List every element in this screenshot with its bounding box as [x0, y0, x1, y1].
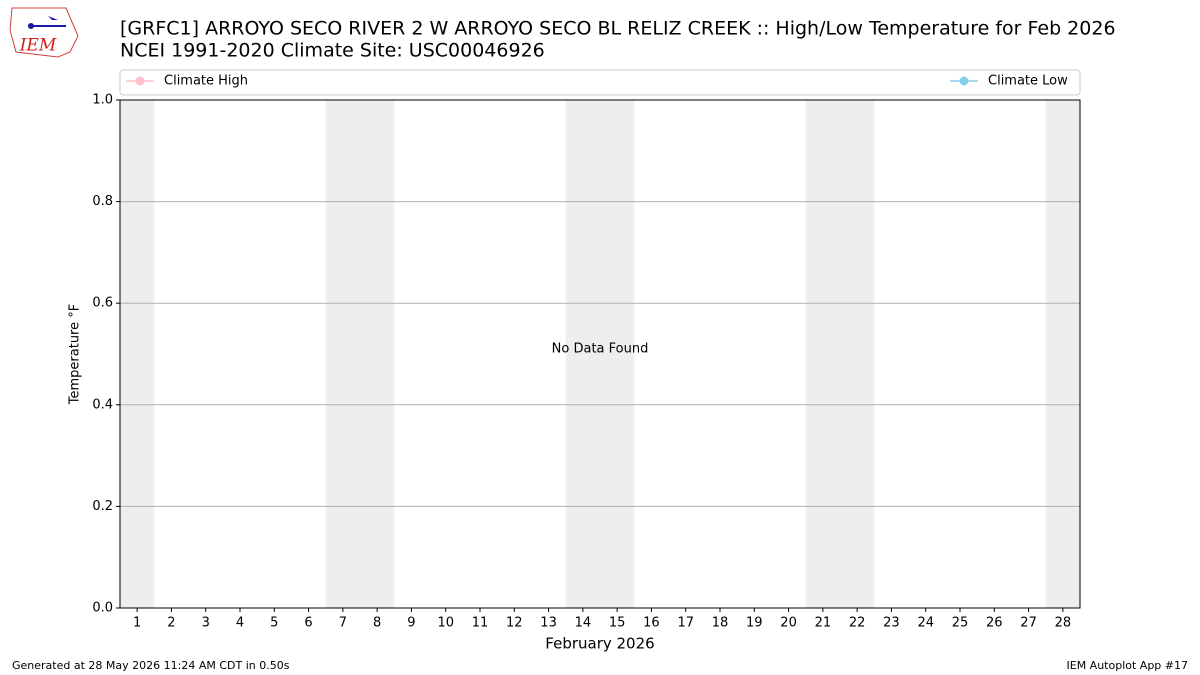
weekend-band: [600, 100, 635, 608]
x-tick-label: 22: [849, 616, 866, 631]
legend-marker: [135, 76, 145, 86]
weekend-band: [120, 100, 155, 608]
x-tick-label: 28: [1055, 616, 1072, 631]
logo: IEM: [9, 7, 79, 58]
y-tick-label: 0.2: [92, 499, 113, 514]
weekend-band: [565, 100, 600, 608]
chart-subtitle: NCEI 1991-2020 Climate Site: USC00046926: [120, 40, 545, 62]
y-tick-label: 0.6: [92, 296, 113, 311]
x-tick-label: 27: [1020, 616, 1037, 631]
weekend-band: [325, 100, 360, 608]
x-tick-label: 3: [202, 616, 210, 631]
x-tick-label: 13: [540, 616, 557, 631]
x-tick-label: 12: [506, 616, 523, 631]
x-tick-label: 6: [304, 616, 312, 631]
x-tick-label: 19: [746, 616, 763, 631]
x-tick-label: 23: [883, 616, 900, 631]
weekend-band: [1045, 100, 1080, 608]
x-tick-label: 5: [270, 616, 278, 631]
x-tick-label: 7: [339, 616, 347, 631]
x-tick-label: 17: [677, 616, 694, 631]
x-tick-label: 9: [407, 616, 415, 631]
weekend-band: [360, 100, 395, 608]
y-tick-label: 0.8: [92, 194, 113, 209]
y-tick-label: 0.4: [92, 397, 113, 412]
x-tick-label: 25: [952, 616, 969, 631]
x-tick-label: 10: [437, 616, 454, 631]
legend: [119, 69, 1081, 96]
footer-left: Generated at 28 May 2026 11:24 AM CDT in…: [12, 659, 290, 672]
x-tick-label: 1: [133, 616, 141, 631]
x-tick-label: 26: [986, 616, 1003, 631]
x-tick-label: 8: [373, 616, 381, 631]
plot-area: [120, 99, 1080, 609]
x-tick-label: 16: [643, 616, 660, 631]
plot-frame: [119, 99, 1081, 609]
x-tick-label: 11: [472, 616, 489, 631]
x-tick-label: 2: [167, 616, 175, 631]
logo-text: IEM: [19, 36, 57, 56]
x-tick-label: 20: [780, 616, 797, 631]
legend-label: Climate Low: [988, 74, 1068, 89]
x-axis-label: February 2026: [545, 635, 654, 653]
annotation: No Data Found: [552, 342, 649, 357]
x-tick-label: 24: [917, 616, 934, 631]
y-axis-label: Temperature °F: [68, 304, 83, 405]
x-tick-label: 15: [609, 616, 626, 631]
chart-title: [GRFC1] ARROYO SECO RIVER 2 W ARROYO SEC…: [120, 18, 1116, 40]
x-tick-label: 21: [815, 616, 832, 631]
x-tick-label: 4: [236, 616, 244, 631]
y-tick-label: 1.0: [92, 93, 113, 108]
weekend-band: [805, 100, 840, 608]
weekend-band: [840, 100, 875, 608]
x-tick-label: 18: [712, 616, 729, 631]
footer-right: IEM Autoplot App #17: [1067, 659, 1189, 672]
legend-marker: [959, 76, 969, 86]
y-tick-label: 0.0: [92, 601, 113, 616]
x-tick-label: 14: [575, 616, 592, 631]
legend-label: Climate High: [164, 74, 248, 89]
